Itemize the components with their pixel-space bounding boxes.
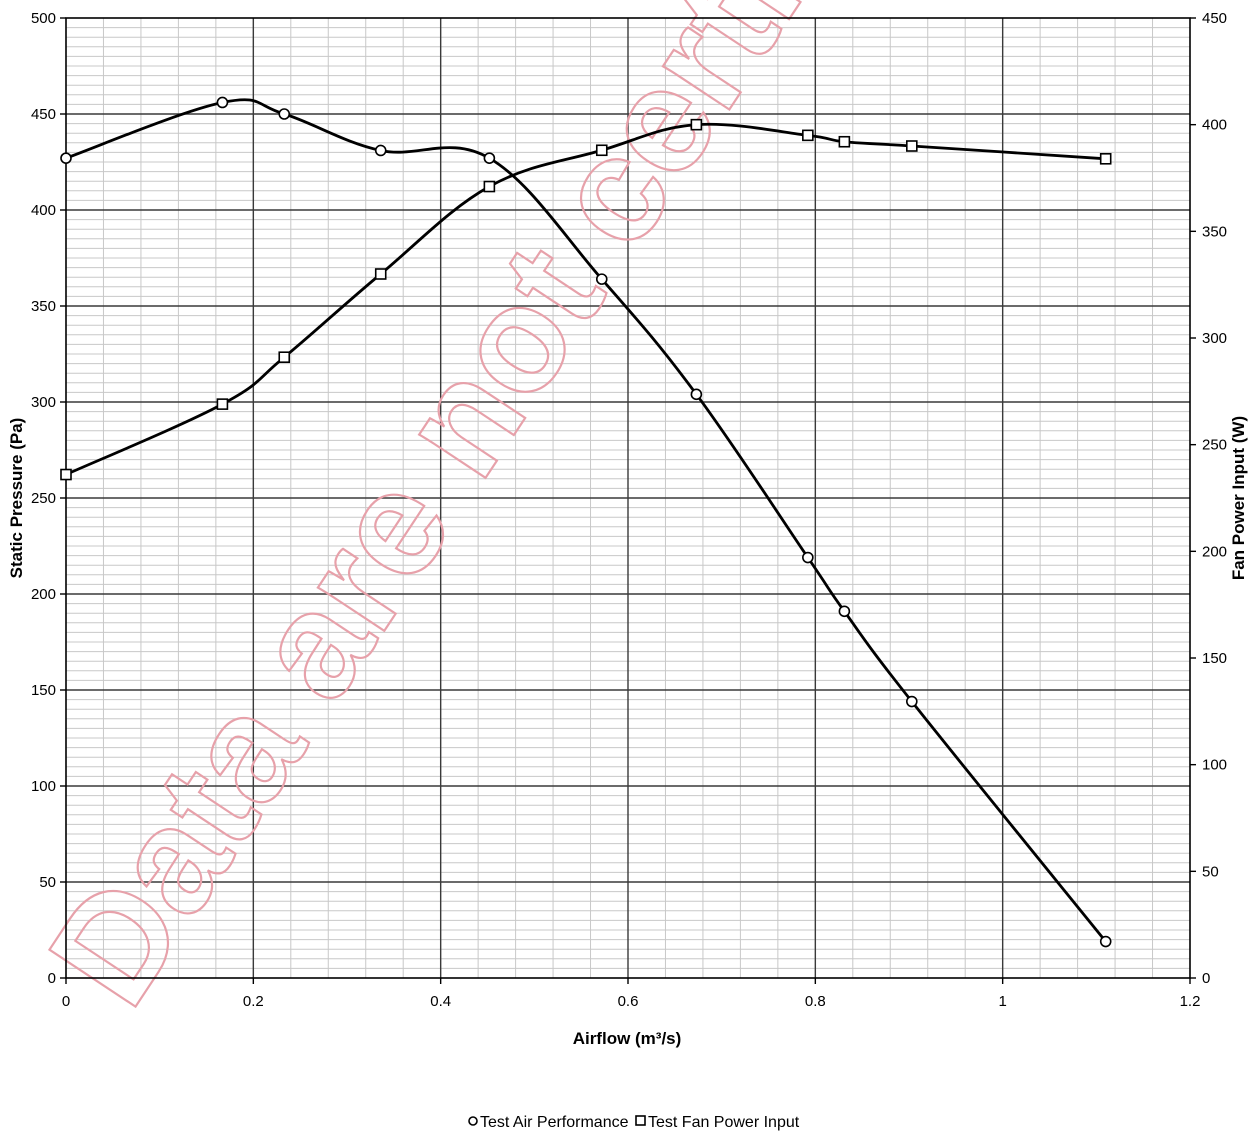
x-axis-title: Airflow (m³/s) <box>573 1029 682 1048</box>
y2-tick-label: 300 <box>1202 330 1227 347</box>
y-tick-label: 300 <box>31 394 56 411</box>
x-tick-label: 0 <box>62 993 70 1010</box>
series-line-air-performance <box>65 98 1107 943</box>
data-point-fan-power <box>802 129 814 142</box>
data-point-air-performance <box>60 152 72 164</box>
y-tick-label: 150 <box>31 682 56 699</box>
y2-tick-label: 150 <box>1202 650 1227 667</box>
y-tick-label: 450 <box>31 106 56 123</box>
data-point-air-performance <box>216 96 229 109</box>
data-point-fan-power <box>216 398 229 410</box>
y2-tick-label: 450 <box>1202 10 1227 27</box>
x-axis-tick-labels: 0 0.2 0.4 0.6 0.8 1 1.2 <box>62 993 1201 1010</box>
data-point-air-performance <box>838 605 851 618</box>
y-axis-tick-labels: 0 50 100 150 200 250 300 350 400 450 500 <box>31 10 56 987</box>
data-point-fan-power <box>483 180 496 193</box>
y2-tick-label: 50 <box>1202 863 1219 880</box>
data-point-air-performance <box>278 108 291 120</box>
data-point-air-performance <box>906 695 918 708</box>
legend-label-fan-power: Test Fan Power Input <box>648 1114 800 1131</box>
y2-tick-label: 200 <box>1202 543 1227 560</box>
x-tick-label: 0.6 <box>618 993 639 1010</box>
y-tick-label: 400 <box>31 202 56 219</box>
data-point-fan-power <box>1099 153 1112 165</box>
data-point-fan-power <box>278 351 291 364</box>
y-tick-label: 250 <box>31 490 56 507</box>
series-layer <box>60 96 1112 948</box>
data-point-air-performance <box>374 144 387 157</box>
y2-tick-label: 0 <box>1202 970 1210 987</box>
y-tick-label: 100 <box>31 778 56 795</box>
data-point-fan-power <box>374 268 387 280</box>
axis-tick-marks <box>60 17 1196 984</box>
y2-tick-label: 400 <box>1202 117 1227 134</box>
legend-label-air-performance: Test Air Performance <box>480 1114 629 1131</box>
data-point-fan-power <box>906 140 918 152</box>
data-point-fan-power <box>838 135 851 148</box>
y2-axis-tick-labels: 0 50 100 150 200 250 300 350 400 450 <box>1202 10 1227 987</box>
y2-tick-label: 100 <box>1202 757 1227 774</box>
x-tick-label: 1 <box>998 993 1006 1010</box>
data-point-air-performance <box>802 551 814 564</box>
x-tick-label: 0.4 <box>430 993 451 1010</box>
data-point-fan-power <box>60 468 72 481</box>
y-tick-label: 200 <box>31 586 56 603</box>
y-tick-label: 0 <box>48 970 56 987</box>
data-point-air-performance <box>690 388 703 401</box>
legend: Test Air Performance Test Fan Power Inpu… <box>468 1114 800 1131</box>
x-tick-label: 1.2 <box>1180 993 1201 1010</box>
y-axis-title: Static Pressure (Pa) <box>7 418 26 579</box>
y2-tick-label: 250 <box>1202 437 1227 454</box>
legend-square-marker <box>635 1115 646 1126</box>
series-line-fan-power <box>65 122 1106 476</box>
watermark: Data are not certified by <box>15 0 1100 1034</box>
y2-axis-title: Fan Power Input (W) <box>1229 416 1248 580</box>
legend-circle-marker <box>468 1116 478 1126</box>
watermark-text: Data are not certified by <box>17 0 1100 1033</box>
major-gridlines <box>66 18 1190 978</box>
x-tick-label: 0.8 <box>805 993 826 1010</box>
y-tick-label: 350 <box>31 298 56 315</box>
y-tick-label: 500 <box>31 10 56 27</box>
y2-tick-label: 350 <box>1202 223 1227 240</box>
data-point-fan-power <box>595 144 608 157</box>
data-point-air-performance <box>595 273 608 285</box>
data-point-fan-power <box>690 118 703 131</box>
data-point-air-performance <box>1099 935 1112 948</box>
y-tick-label: 50 <box>39 874 56 891</box>
data-point-air-performance <box>483 152 496 164</box>
x-tick-label: 0.2 <box>243 993 264 1010</box>
